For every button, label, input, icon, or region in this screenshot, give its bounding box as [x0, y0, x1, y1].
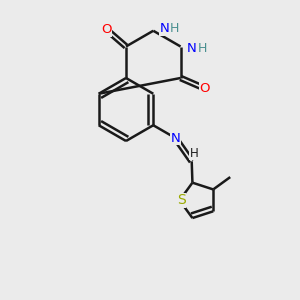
Text: O: O: [199, 82, 210, 95]
Text: H: H: [197, 41, 207, 55]
Text: S: S: [177, 194, 185, 207]
Text: H: H: [190, 147, 198, 160]
Text: O: O: [101, 23, 112, 36]
Text: H: H: [170, 22, 180, 35]
Text: N: N: [170, 131, 180, 145]
Text: N: N: [160, 22, 169, 35]
Text: N: N: [187, 41, 197, 55]
